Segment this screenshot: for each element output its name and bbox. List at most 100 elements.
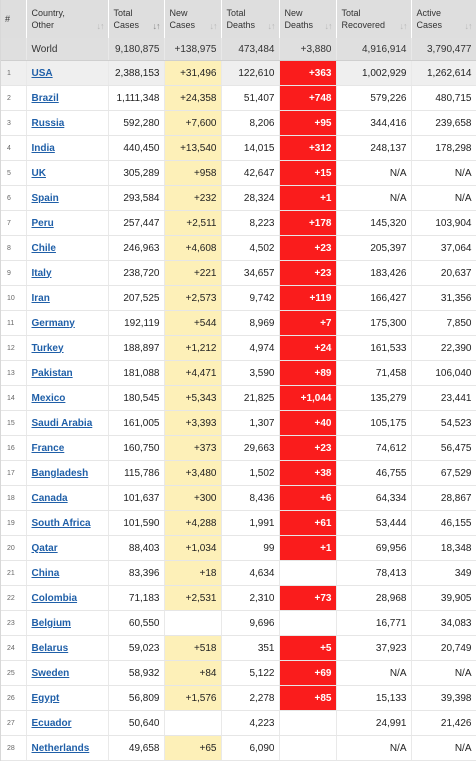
country-link[interactable]: Netherlands (31, 742, 90, 754)
active-cases-cell: 23,441 (411, 385, 476, 411)
country-link[interactable]: Egypt (31, 692, 60, 704)
country-link[interactable]: Bangladesh (31, 467, 89, 479)
sort-arrows-icon[interactable]: ↓↑ (464, 21, 473, 31)
country-link[interactable]: UK (31, 167, 46, 179)
total-deaths-cell: 3,590 (221, 360, 280, 386)
active-cases-cell: 239,658 (411, 110, 476, 136)
country-link: Belarus (26, 635, 109, 661)
col-header-total-recovered[interactable]: Total Recovered ↓↑ (336, 0, 412, 38)
row-index: 23 (1, 610, 27, 636)
active-cases-cell: 1,262,614 (411, 60, 476, 86)
total-cases-cell: 181,088 (108, 360, 165, 386)
total-recovered-cell: 183,426 (336, 260, 412, 286)
new-cases-cell: +373 (164, 435, 222, 461)
col-header-new-deaths[interactable]: New Deaths ↓↑ (279, 0, 337, 38)
sort-arrows-icon[interactable]: ↓↑ (267, 21, 276, 31)
active-cases-cell: N/A (411, 735, 476, 761)
table-row: 4 India 440,450 +13,540 14,015 +312 248,137 178… (1, 135, 476, 161)
country-link[interactable]: Mexico (31, 392, 66, 404)
table-row: 27 Ecuador 50,640 4,223 24,991 21,426 (1, 710, 476, 736)
new-cases-cell: +2,531 (164, 585, 222, 611)
total-recovered-cell: 166,427 (336, 285, 412, 311)
country-link[interactable]: Turkey (31, 342, 64, 354)
country-link[interactable]: Belgium (31, 617, 71, 629)
total-deaths-cell: 5,122 (221, 660, 280, 686)
sort-arrows-icon[interactable]: ↓↑ (96, 21, 105, 31)
active-cases-cell: 28,867 (411, 485, 476, 511)
total-cases-cell: 115,786 (108, 460, 165, 486)
col-header-country[interactable]: Country, Other ↓↑ (26, 0, 109, 38)
world-total-recovered: 4,916,914 (336, 38, 412, 61)
table-header-row: # Country, Other ↓↑ Total Cases ↓↑ New C… (1, 0, 476, 38)
country-link[interactable]: Russia (31, 117, 65, 129)
country-link[interactable]: Qatar (31, 542, 58, 554)
country-link[interactable]: Peru (31, 217, 54, 229)
total-cases-cell: 246,963 (108, 235, 165, 261)
total-recovered-cell: 78,413 (336, 560, 412, 586)
country-link[interactable]: Colombia (31, 592, 78, 604)
row-index: 24 (1, 635, 27, 661)
country-link[interactable]: Chile (31, 242, 56, 254)
total-deaths-cell: 34,657 (221, 260, 280, 286)
country-link: Egypt (26, 685, 109, 711)
sort-arrows-icon[interactable]: ↓↑ (324, 21, 333, 31)
country-link[interactable]: Canada (31, 492, 68, 504)
country-link[interactable]: Ecuador (31, 717, 72, 729)
sort-arrows-icon[interactable]: ↓↑ (399, 21, 408, 31)
table-row: 19 South Africa 101,590 +4,288 1,991 +61 53,44… (1, 510, 476, 536)
total-deaths-cell: 2,278 (221, 685, 280, 711)
table-row: 21 China 83,396 +18 4,634 78,413 349 (1, 560, 476, 586)
total-deaths-cell: 29,663 (221, 435, 280, 461)
country-link[interactable]: France (31, 442, 65, 454)
country-link[interactable]: South Africa (31, 517, 91, 529)
row-index: 3 (1, 110, 27, 136)
total-cases-cell: 60,550 (108, 610, 165, 636)
total-deaths-cell: 14,015 (221, 135, 280, 161)
total-cases-cell: 440,450 (108, 135, 165, 161)
sort-arrows-icon[interactable]: ↓↑ (152, 21, 161, 31)
country-link[interactable]: Sweden (31, 667, 70, 679)
country-link: Brazil (26, 85, 109, 111)
country-link: Colombia (26, 585, 109, 611)
col-header-total-deaths[interactable]: Total Deaths ↓↑ (221, 0, 280, 38)
country-link[interactable]: China (31, 567, 60, 579)
col-header-total-cases[interactable]: Total Cases ↓↑ (108, 0, 165, 38)
col-header-new-cases[interactable]: New Cases ↓↑ (164, 0, 222, 38)
sort-arrows-icon[interactable]: ↓↑ (209, 21, 218, 31)
country-link[interactable]: Germany (31, 317, 75, 329)
new-deaths-cell: +1 (279, 535, 337, 561)
table-row: 24 Belarus 59,023 +518 351 +5 37,923 20,749 (1, 635, 476, 661)
total-recovered-cell: 15,133 (336, 685, 412, 711)
total-deaths-cell: 122,610 (221, 60, 280, 86)
country-link[interactable]: Italy (31, 267, 52, 279)
country-link[interactable]: Belarus (31, 642, 69, 654)
table-row: 2 Brazil 1,111,348 +24,358 51,407 +748 579,226… (1, 85, 476, 111)
row-index: 22 (1, 585, 27, 611)
country-link[interactable]: Iran (31, 292, 50, 304)
country-link[interactable]: USA (31, 67, 53, 79)
country-link: India (26, 135, 109, 161)
country-link[interactable]: Brazil (31, 92, 59, 104)
active-cases-cell: 39,398 (411, 685, 476, 711)
row-index: 15 (1, 410, 27, 436)
new-cases-cell: +1,212 (164, 335, 222, 361)
total-deaths-cell: 4,502 (221, 235, 280, 261)
total-deaths-cell: 4,634 (221, 560, 280, 586)
country-link: China (26, 560, 109, 586)
table-row: 7 Peru 257,447 +2,511 8,223 +178 145,320 103,90… (1, 210, 476, 236)
table-row: 28 Netherlands 49,658 +65 6,090 N/A N/A (1, 735, 476, 761)
country-link[interactable]: India (31, 142, 55, 154)
country-link[interactable]: Saudi Arabia (31, 417, 93, 429)
total-cases-cell: 83,396 (108, 560, 165, 586)
country-link[interactable]: Pakistan (31, 367, 73, 379)
col-header-active-cases[interactable]: Active Cases ↓↑ (411, 0, 476, 38)
country-link[interactable]: Spain (31, 192, 59, 204)
total-recovered-cell: 344,416 (336, 110, 412, 136)
col-header-label: # (5, 14, 11, 24)
total-cases-cell: 58,932 (108, 660, 165, 686)
country-link: Belgium (26, 610, 109, 636)
active-cases-cell: 34,083 (411, 610, 476, 636)
total-cases-cell: 101,590 (108, 510, 165, 536)
total-recovered-cell: 1,002,929 (336, 60, 412, 86)
